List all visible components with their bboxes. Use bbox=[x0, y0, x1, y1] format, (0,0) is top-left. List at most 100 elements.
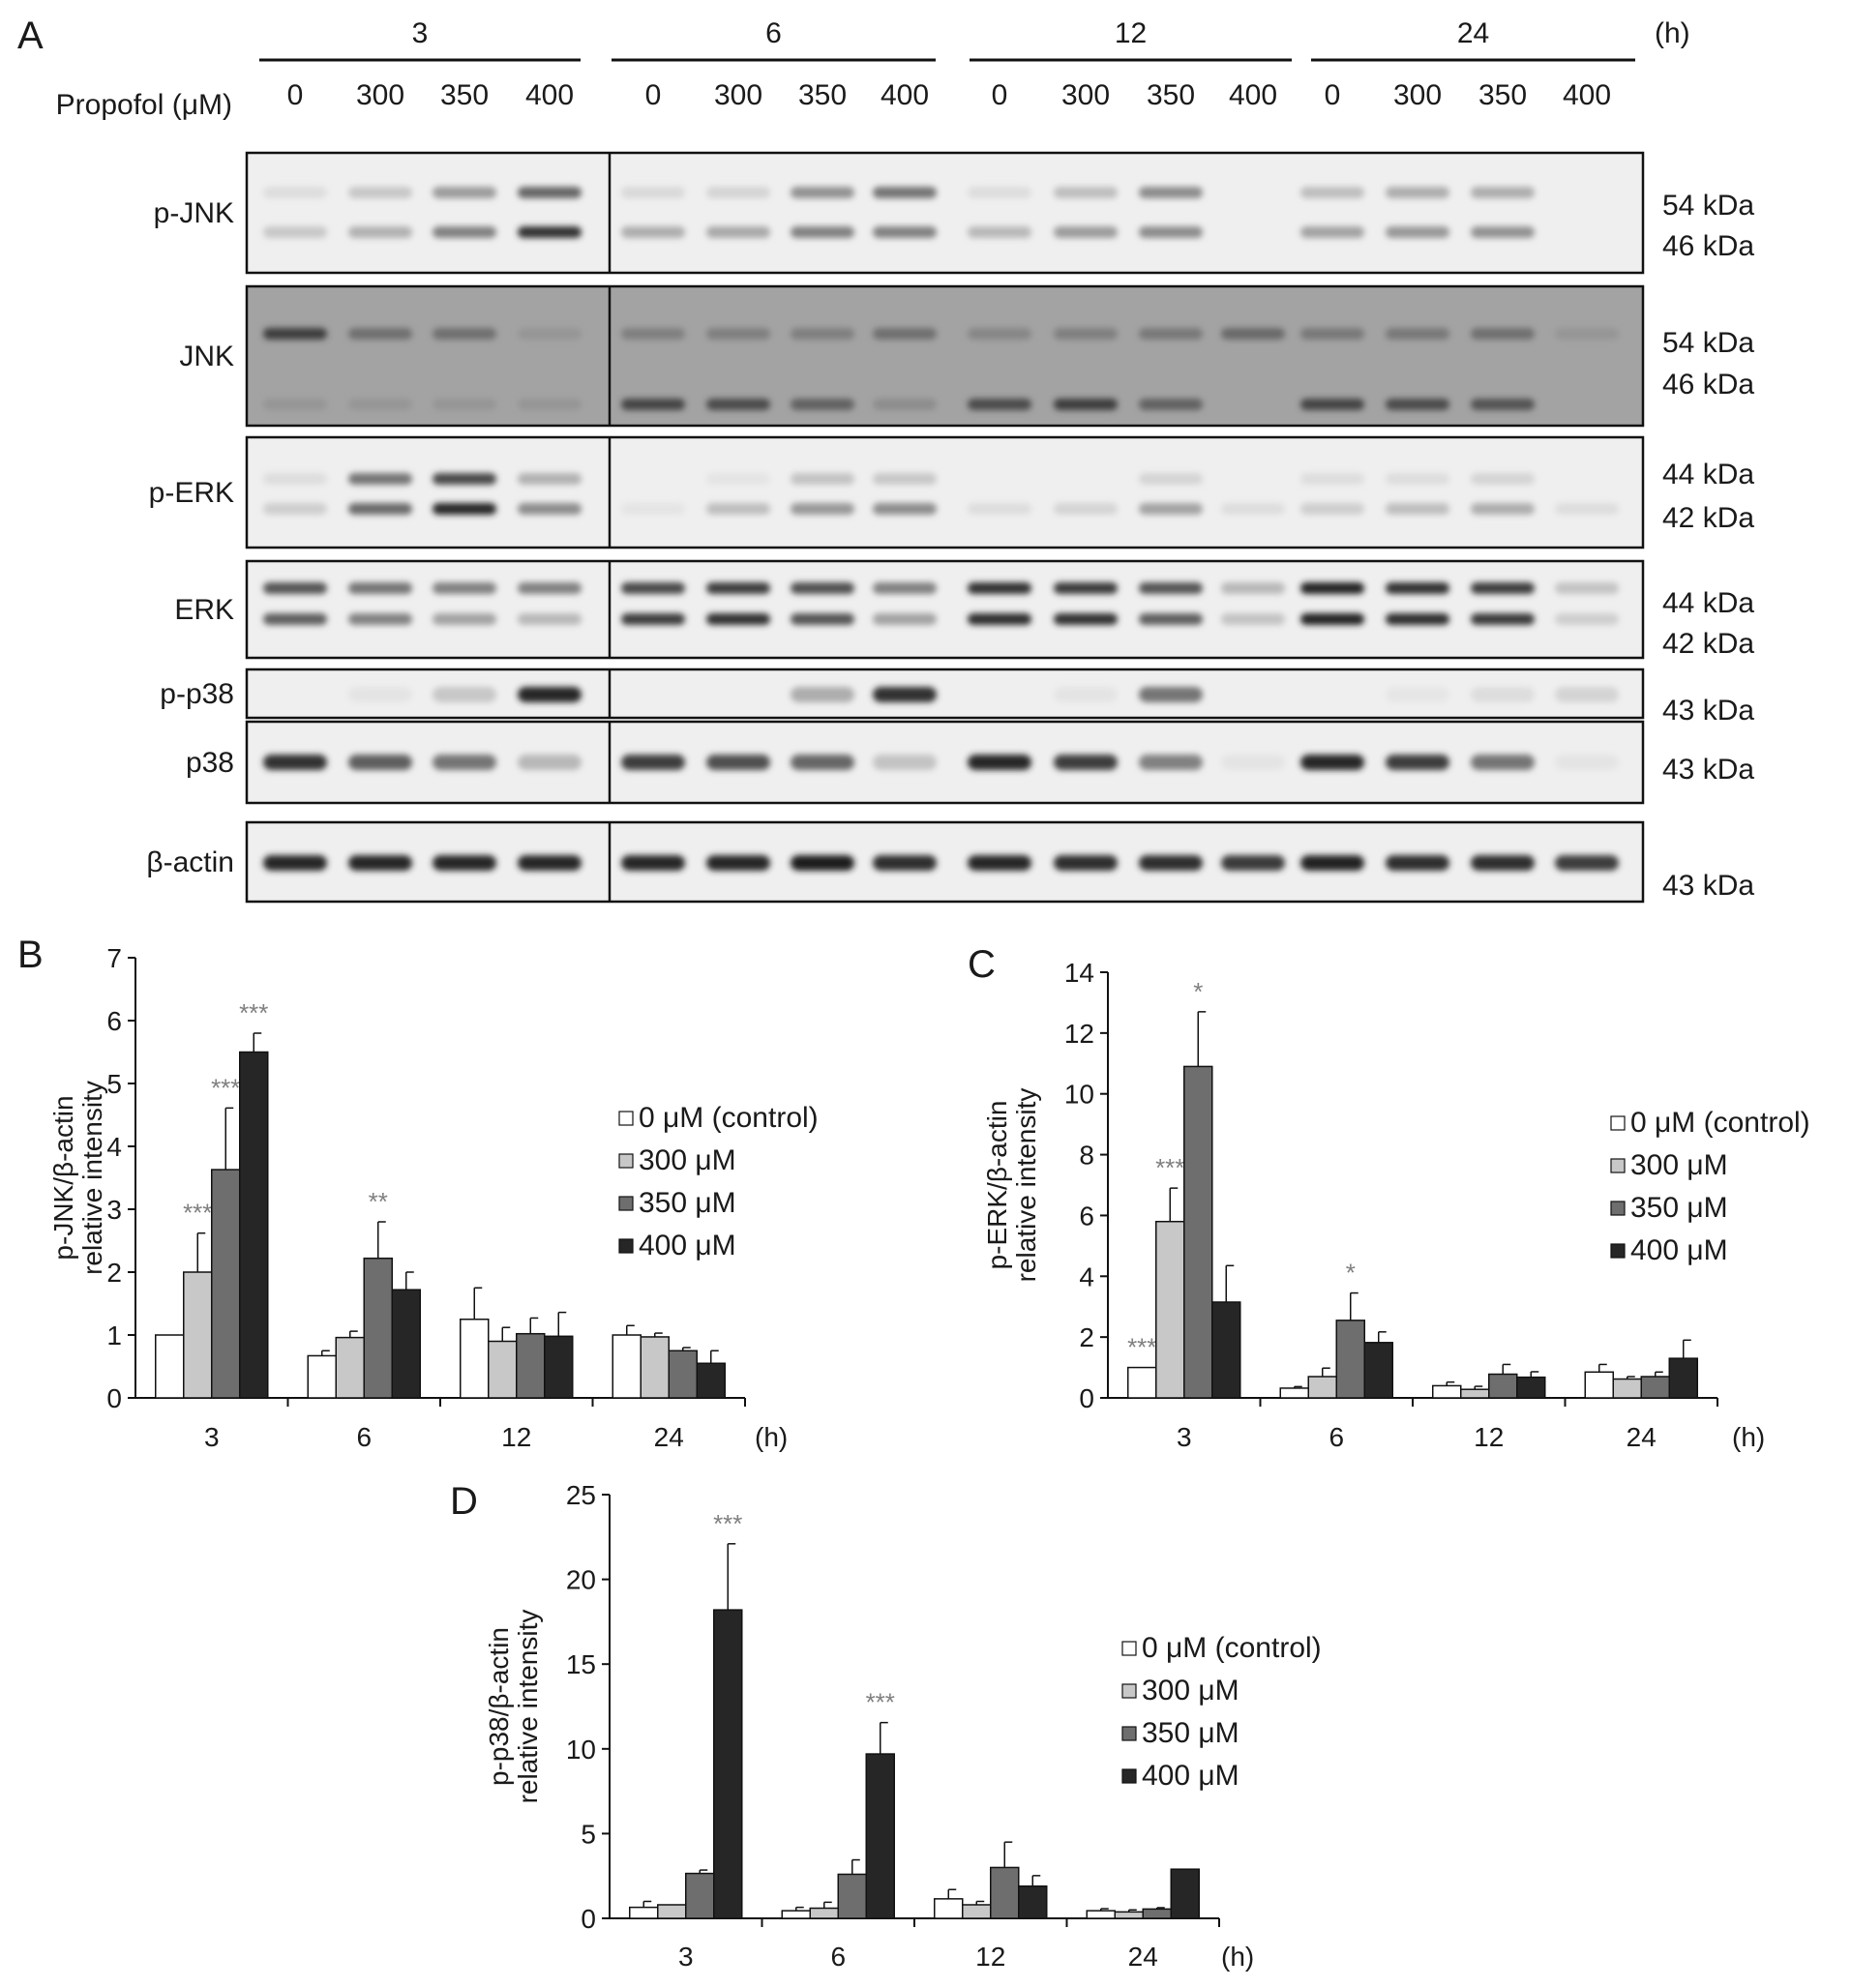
bar-12h-1 bbox=[488, 1340, 518, 1399]
blot-row-p-jnk: p-JNK 54 kDa 46 kDa bbox=[154, 151, 1754, 275]
bar-6h-0 bbox=[781, 1910, 811, 1919]
blot-band bbox=[968, 503, 1031, 515]
blot-header: 3 0 300 350 400 6 0 300 350 400 12 0 300 350 400 24 0 300… bbox=[56, 17, 1690, 121]
bar-6h-0 bbox=[307, 1354, 337, 1399]
blot-band bbox=[433, 226, 496, 238]
bar-12h-3 bbox=[1018, 1884, 1048, 1919]
blot-band bbox=[968, 328, 1031, 340]
blot-band bbox=[1471, 687, 1535, 702]
y-axis-title: relative intensity bbox=[77, 1081, 107, 1275]
significance-marker: *** bbox=[713, 1509, 742, 1538]
legend-label: 400 μM bbox=[1630, 1234, 1728, 1266]
blot-band bbox=[1139, 226, 1203, 238]
bar-24h-1 bbox=[640, 1336, 670, 1399]
blot-band bbox=[1054, 613, 1118, 625]
bar-6h-2 bbox=[837, 1873, 867, 1919]
x-tick-label: 3 bbox=[204, 1422, 220, 1452]
y-tick-label: 10 bbox=[1064, 1080, 1094, 1110]
blot-band bbox=[1054, 755, 1118, 770]
blot-band bbox=[518, 473, 582, 485]
blot-band bbox=[263, 755, 327, 770]
bar-12h-0 bbox=[460, 1319, 490, 1399]
blot-band bbox=[1139, 613, 1203, 625]
bar-24h-2 bbox=[668, 1350, 698, 1399]
blot-band bbox=[263, 503, 327, 515]
blot-band bbox=[873, 613, 937, 625]
dose-label-300: 300 bbox=[1061, 79, 1110, 111]
legend-label: 0 μM (control) bbox=[639, 1102, 819, 1134]
blot-membrane bbox=[245, 435, 1645, 549]
blot-band bbox=[621, 755, 685, 770]
significance-marker: *** bbox=[239, 998, 268, 1027]
bar-12h-1 bbox=[1460, 1388, 1490, 1399]
blot-band bbox=[1300, 755, 1364, 770]
blot-band bbox=[1054, 187, 1118, 198]
y-tick-label: 1 bbox=[106, 1320, 122, 1350]
y-tick-label: 0 bbox=[106, 1383, 122, 1413]
blot-band bbox=[518, 503, 582, 515]
bar-12h-2 bbox=[990, 1866, 1020, 1919]
blot-band bbox=[706, 187, 770, 198]
blot-band bbox=[873, 582, 937, 594]
x-tick-label: 6 bbox=[1329, 1422, 1344, 1452]
blot-row-p-p38: p-p38 43 kDa bbox=[160, 668, 1754, 727]
bar-3h-1 bbox=[657, 1904, 687, 1919]
time-label-3: 3 bbox=[412, 17, 429, 49]
kda-label: 43 kDa bbox=[1662, 754, 1754, 786]
blot-row-label: ERK bbox=[174, 594, 234, 626]
blot-rows: p-JNK 54 kDa 46 kDa JNK 54 kDa 46 kDa p-ERK 44 … bbox=[146, 151, 1754, 904]
blot-band bbox=[518, 399, 582, 410]
significance-marker: *** bbox=[1155, 1153, 1184, 1182]
blot-band bbox=[1054, 687, 1118, 702]
blot-band bbox=[263, 582, 327, 594]
blot-band bbox=[968, 582, 1031, 594]
kda-label: 54 kDa bbox=[1662, 190, 1754, 222]
blot-band bbox=[348, 226, 412, 238]
legend-swatch bbox=[1121, 1641, 1137, 1656]
blot-band bbox=[706, 328, 770, 340]
dose-label-300: 300 bbox=[1393, 79, 1442, 111]
legend-label: 350 μM bbox=[1142, 1717, 1239, 1749]
y-tick-label: 20 bbox=[566, 1565, 596, 1595]
panel-label: D bbox=[450, 1480, 478, 1523]
dose-label-400: 400 bbox=[525, 79, 574, 111]
blot-band bbox=[518, 755, 582, 770]
bar-24h-3 bbox=[696, 1362, 726, 1399]
x-tick-label: 12 bbox=[975, 1942, 1005, 1972]
blot-band bbox=[433, 755, 496, 770]
blot-band bbox=[1221, 582, 1285, 594]
time-unit-label: (h) bbox=[1655, 17, 1690, 49]
blot-band bbox=[621, 582, 685, 594]
bar-6h-1 bbox=[1307, 1376, 1337, 1399]
blot-band bbox=[1555, 503, 1619, 515]
blot-band bbox=[873, 226, 937, 238]
blot-band bbox=[1054, 399, 1118, 410]
blot-band bbox=[348, 582, 412, 594]
x-tick-label: 6 bbox=[356, 1422, 372, 1452]
bar-3h-1 bbox=[183, 1271, 213, 1399]
x-tick-label: 24 bbox=[1627, 1422, 1657, 1452]
bar-12h-1 bbox=[962, 1904, 992, 1919]
bar-24h-1 bbox=[1612, 1378, 1642, 1399]
blot-band bbox=[433, 582, 496, 594]
significance-marker: *** bbox=[211, 1073, 240, 1102]
kda-label: 46 kDa bbox=[1662, 230, 1754, 262]
blot-row-label: β-actin bbox=[146, 846, 234, 878]
blot-band bbox=[706, 755, 770, 770]
legend-swatch bbox=[618, 1111, 634, 1126]
y-tick-label: 12 bbox=[1064, 1019, 1094, 1049]
blot-band bbox=[263, 328, 327, 340]
x-unit-label: (h) bbox=[1221, 1942, 1254, 1972]
bar-6h-2 bbox=[363, 1257, 393, 1399]
bar-12h-0 bbox=[1432, 1384, 1462, 1399]
legend-label: 350 μM bbox=[1630, 1192, 1728, 1224]
legend-swatch bbox=[1610, 1115, 1626, 1131]
legend-label: 400 μM bbox=[1142, 1760, 1239, 1792]
dose-label-350: 350 bbox=[1478, 79, 1527, 111]
blot-band bbox=[791, 755, 854, 770]
blot-band bbox=[433, 687, 496, 702]
bar-12h-3 bbox=[1516, 1376, 1546, 1399]
legend-label: 300 μM bbox=[1142, 1675, 1239, 1706]
